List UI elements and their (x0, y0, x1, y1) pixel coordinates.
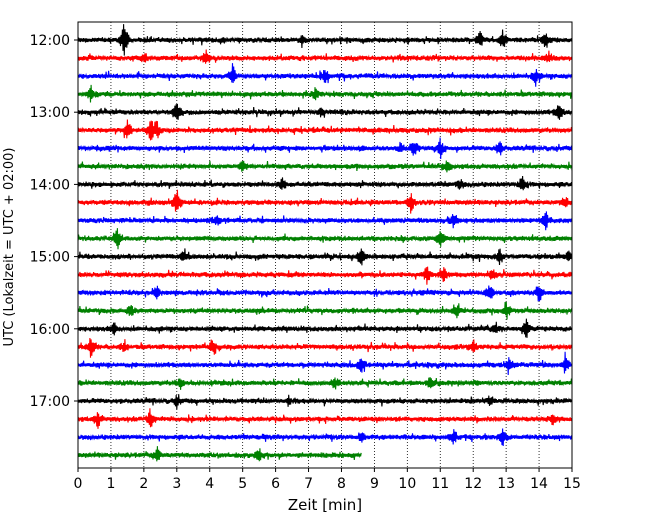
trace-1200 (77, 24, 573, 56)
x-tick-label-11: 11 (431, 476, 449, 492)
x-tick-label-13: 13 (497, 476, 515, 492)
trace-1715 (77, 408, 573, 429)
x-tick-label-2: 2 (139, 476, 148, 492)
x-tick-label-0: 0 (74, 476, 83, 492)
trace-1700 (77, 394, 573, 410)
x-tick-label-15: 15 (563, 476, 581, 492)
x-tick-label-12: 12 (464, 476, 482, 492)
grid-layer (110, 22, 540, 468)
trace-1545 (77, 301, 573, 320)
x-tick-label-8: 8 (337, 476, 346, 492)
x-tick-label-3: 3 (172, 476, 181, 492)
x-tick-label-7: 7 (304, 476, 313, 492)
y-tick-label-5: 17:00 (30, 394, 70, 410)
y-tick-label-3: 15:00 (30, 250, 70, 266)
x-tick-label-14: 14 (530, 476, 548, 492)
trace-1530 (77, 285, 573, 302)
trace-1730 (77, 428, 573, 447)
trace-1430 (77, 211, 573, 231)
y-tick-label-0: 12:00 (30, 33, 70, 49)
x-tick-label-1: 1 (106, 476, 115, 492)
trace-1245 (77, 84, 573, 103)
trace-1645 (77, 377, 573, 390)
trace-1600 (77, 318, 573, 338)
y-tick-label-1: 13:00 (30, 105, 70, 121)
trace-1515 (77, 266, 573, 285)
x-tick-label-6: 6 (271, 476, 280, 492)
trace-layer (77, 24, 573, 462)
trace-1330 (77, 137, 573, 160)
trace-1230 (77, 63, 573, 87)
trace-1400 (77, 175, 573, 191)
y-tick-label-4: 16:00 (30, 322, 70, 338)
trace-1415 (77, 189, 573, 214)
trace-1745 (77, 446, 362, 462)
trace-1615 (77, 337, 573, 358)
x-tick-label-10: 10 (398, 476, 416, 492)
x-axis-title: Zeit [min] (288, 496, 362, 514)
plot-frame (77, 21, 573, 469)
y-axis-title: UTC (Lokalzeit = UTC + 02:00) (2, 148, 17, 347)
trace-1500 (77, 248, 573, 266)
axis-layer: 0 1 2 3 4 5 6 7 8 9 10 11 12 13 14 1512:0013:0014:0015:… (30, 21, 581, 492)
trace-1345 (77, 160, 573, 173)
x-tick-label-9: 9 (370, 476, 379, 492)
trace-1315 (77, 119, 573, 141)
y-tick-label-2: 14:00 (30, 177, 70, 193)
x-tick-label-4: 4 (205, 476, 214, 492)
x-tick-label-5: 5 (238, 476, 247, 492)
trace-1300 (77, 103, 573, 120)
trace-1630 (77, 351, 573, 376)
trace-1215 (77, 49, 573, 64)
trace-1445 (77, 228, 573, 250)
